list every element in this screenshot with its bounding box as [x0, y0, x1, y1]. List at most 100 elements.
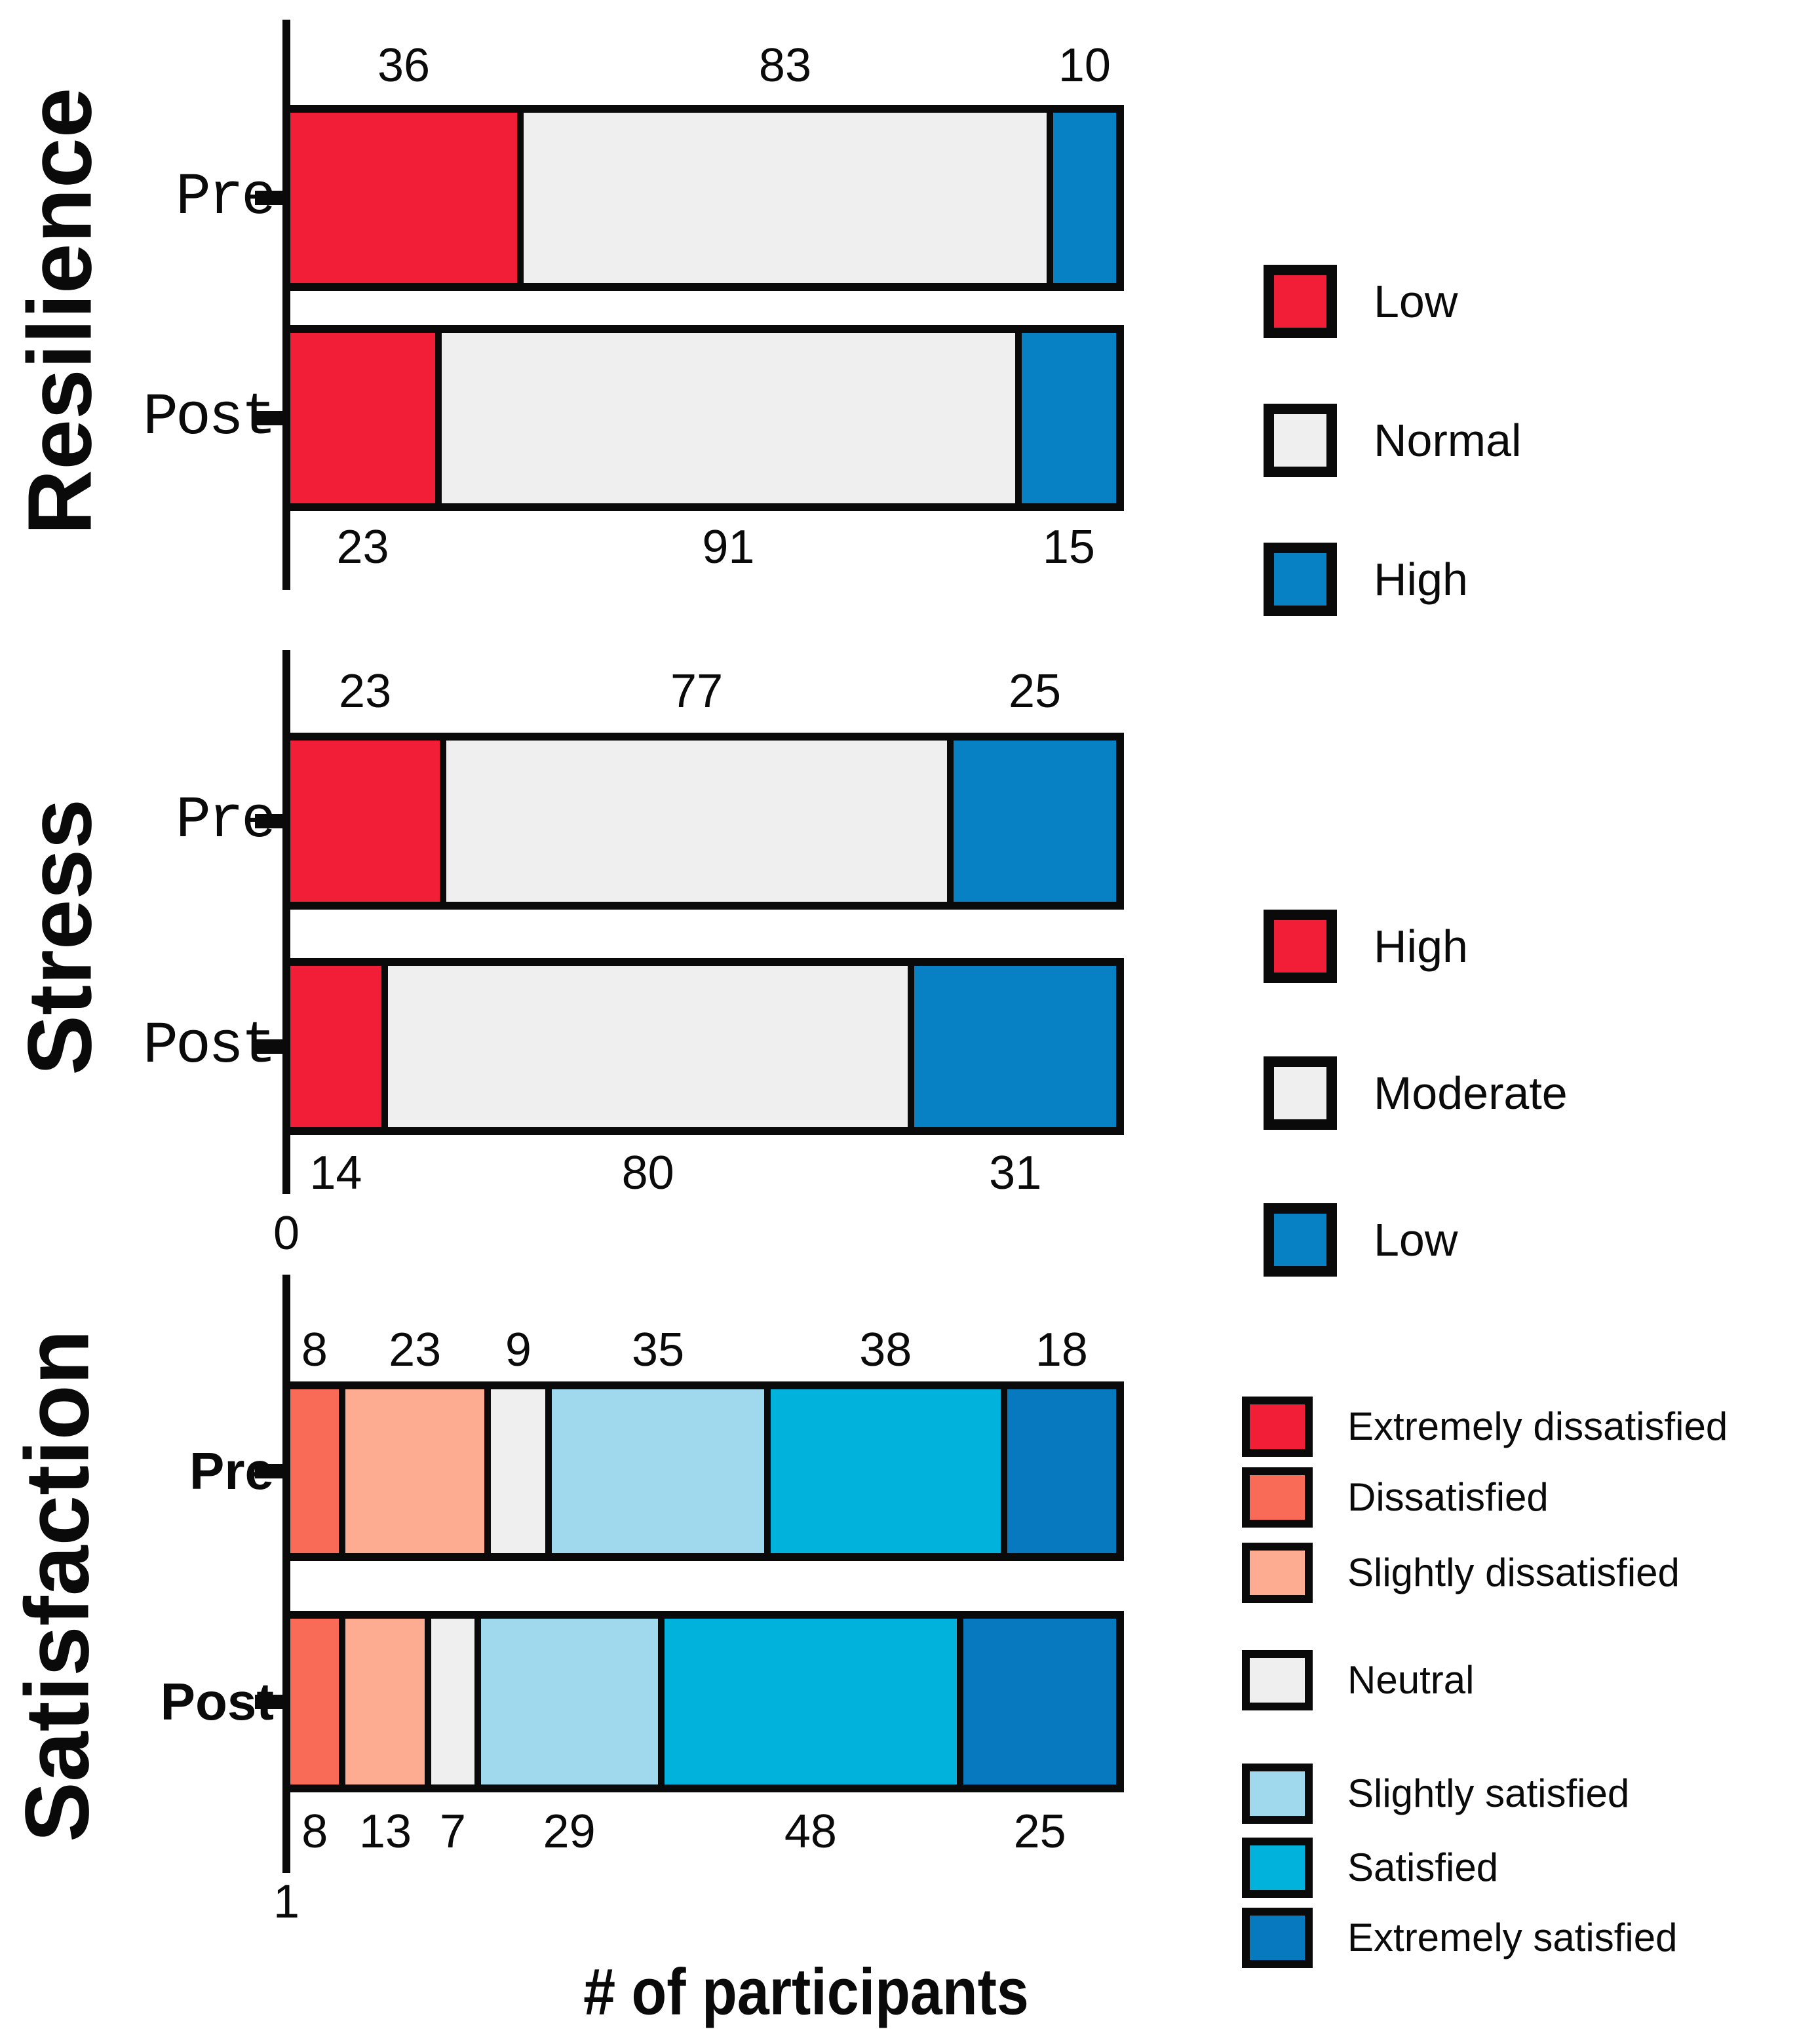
post-bar-satisfaction	[282, 1611, 1124, 1792]
value-label-satisfied: 38	[859, 1324, 912, 1376]
value-label-low: 25	[1008, 665, 1062, 718]
legend-label-extremely-satisfied: Extremely satisfied	[1347, 1916, 1678, 1959]
legend-label-high: High	[1374, 921, 1468, 972]
post-bar-stress	[282, 958, 1124, 1135]
bar-segment-extremely-satisfied	[1007, 1389, 1116, 1553]
value-label-high: 15	[1042, 521, 1095, 573]
bar-segment-low	[290, 333, 436, 503]
legend-label-moderate: Moderate	[1374, 1068, 1568, 1119]
value-label-normal: 91	[702, 521, 755, 573]
value-cell: 10	[1053, 42, 1116, 89]
value-label-slightly-dissatisfied: 13	[358, 1805, 412, 1858]
value-label-satisfied: 48	[784, 1805, 837, 1858]
legend-label-normal: Normal	[1374, 415, 1522, 466]
legend-label-dissatisfied: Dissatisfied	[1347, 1475, 1549, 1519]
value-label-extremely-satisfied: 25	[1013, 1805, 1066, 1858]
value-label-high: 10	[1058, 39, 1111, 92]
pre-tick-resilience	[255, 191, 282, 205]
bar-segment-low	[290, 113, 518, 283]
axis-origin-label-stress: 0	[273, 1207, 300, 1260]
legend-swatch-slightly-dissatisfied	[1242, 1543, 1313, 1603]
bar-segment-slightly-dissatisfied	[345, 1619, 425, 1784]
value-label-neutral: 7	[440, 1805, 467, 1858]
bar-segment-normal	[524, 113, 1047, 283]
legend-label-slightly-dissatisfied: Slightly dissatisfied	[1347, 1551, 1680, 1594]
post-label-stress: Post	[142, 1013, 277, 1080]
bar-segment-high	[290, 966, 381, 1127]
x-axis-title: # of participants	[583, 1955, 1029, 2029]
legend-swatch-moderate	[1264, 1056, 1337, 1130]
value-cell: 8	[290, 1808, 339, 1855]
post-value-labels-stress: 14 80 31	[290, 1140, 1116, 1206]
bar-segment-dissatisfied	[290, 1389, 339, 1553]
legend-swatch-dissatisfied	[1242, 1467, 1313, 1528]
value-cell: 31	[914, 1149, 1116, 1197]
value-label-moderate: 80	[621, 1147, 674, 1199]
legend-swatch-high	[1264, 543, 1337, 616]
pre-value-labels-stress: 23 77 25	[290, 659, 1116, 724]
bar-segment-high	[1053, 113, 1116, 283]
axis-origin-label-satisfaction: 1	[273, 1876, 300, 1928]
value-cell: 25	[954, 668, 1116, 715]
value-cell: 29	[481, 1808, 658, 1855]
pre-label-resilience: Pre	[175, 164, 277, 231]
bar-segment-high	[1021, 333, 1116, 503]
legend-label-extremely-dissatisfied: Extremely dissatisfied	[1347, 1404, 1728, 1448]
post-value-labels-resilience: 23 91 15	[290, 514, 1116, 580]
pre-bar-resilience	[282, 105, 1124, 291]
post-tick-resilience	[255, 411, 282, 425]
value-label-slightly-satisfied: 29	[543, 1805, 596, 1858]
value-cell: 83	[524, 42, 1047, 89]
post-value-labels-satisfaction: 8 13 7 29 48 25	[290, 1799, 1116, 1864]
bar-segment-extremely-satisfied	[963, 1619, 1116, 1784]
value-label-low: 31	[989, 1147, 1042, 1199]
legend-swatch-extremely-dissatisfied	[1242, 1397, 1313, 1457]
legend-swatch-satisfied	[1242, 1838, 1313, 1898]
legend-swatch-low	[1264, 1203, 1337, 1277]
pre-tick-satisfaction	[255, 1464, 282, 1478]
bar-segment-normal	[442, 333, 1015, 503]
legend-label-slightly-satisfied: Slightly satisfied	[1347, 1771, 1630, 1815]
bar-segment-moderate	[446, 741, 947, 902]
value-cell: 25	[963, 1808, 1116, 1855]
value-cell: 23	[290, 524, 435, 571]
value-label-slightly-dissatisfied: 23	[389, 1324, 442, 1376]
value-label-dissatisfied: 8	[301, 1805, 328, 1858]
value-label-low: 36	[377, 39, 431, 92]
post-label-resilience: Post	[142, 385, 277, 452]
value-label-extremely-satisfied: 18	[1035, 1324, 1088, 1376]
bar-segment-satisfied	[664, 1619, 957, 1784]
pre-value-labels-resilience: 36 83 10	[290, 33, 1116, 98]
value-label-dissatisfied: 8	[301, 1324, 328, 1376]
value-cell: 9	[491, 1326, 545, 1374]
value-cell: 15	[1022, 524, 1116, 571]
post-label-satisfaction: Post	[160, 1672, 274, 1731]
value-cell: 8	[290, 1326, 339, 1374]
value-label-moderate: 77	[670, 665, 724, 718]
value-label-low: 23	[336, 521, 389, 573]
value-cell: 14	[290, 1149, 381, 1197]
pre-tick-stress	[255, 814, 282, 828]
bar-segment-slightly-satisfied	[480, 1619, 658, 1784]
value-cell: 23	[345, 1326, 484, 1374]
value-label-neutral: 9	[505, 1324, 531, 1376]
panel-title-resilience: Resilience	[9, 87, 111, 535]
bar-segment-neutral	[491, 1389, 546, 1553]
pre-label-satisfaction: Pre	[189, 1442, 274, 1500]
post-bar-resilience	[282, 325, 1124, 511]
post-tick-satisfaction	[255, 1694, 282, 1709]
value-cell: 18	[1007, 1326, 1116, 1374]
legend-swatch-extremely-satisfied	[1242, 1908, 1313, 1968]
legend-label-high: High	[1374, 554, 1468, 605]
bar-segment-satisfied	[770, 1389, 1001, 1553]
pre-value-labels-satisfaction: 8 23 9 35 38 18	[290, 1317, 1116, 1383]
bar-segment-neutral	[431, 1619, 474, 1784]
legend-swatch-low	[1264, 265, 1337, 338]
post-tick-stress	[255, 1039, 282, 1054]
bar-segment-low	[954, 741, 1116, 902]
bar-segment-slightly-satisfied	[552, 1389, 764, 1553]
bar-segment-moderate	[387, 966, 908, 1127]
legend-swatch-slightly-satisfied	[1242, 1764, 1313, 1824]
value-cell: 36	[290, 42, 517, 89]
